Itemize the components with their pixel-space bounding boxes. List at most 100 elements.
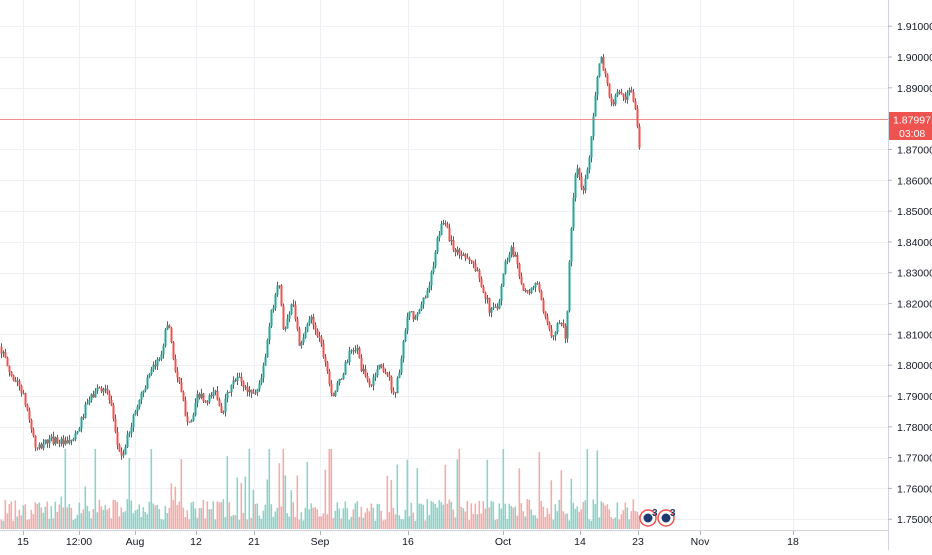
volume-bar (546, 508, 549, 529)
volume-bar (100, 506, 103, 529)
y-tick-label: 1.77000 (897, 453, 932, 465)
volume-bar (266, 479, 269, 529)
candle-body (400, 358, 403, 373)
volume-bar (400, 519, 403, 529)
volume-bar (10, 501, 13, 529)
candle-body (520, 276, 523, 284)
candle-body (260, 377, 263, 384)
y-tick-label: 1.86000 (897, 175, 932, 187)
candle-body (160, 354, 163, 360)
volume-bar (530, 509, 533, 529)
volume-bar (210, 508, 213, 529)
candle-body (298, 329, 301, 346)
candle-body (294, 305, 297, 320)
candle-body (522, 283, 525, 291)
volume-bar (162, 519, 165, 529)
candle-body (372, 377, 375, 386)
candle-body (612, 101, 615, 105)
candle-body (288, 314, 291, 319)
candle-body (448, 228, 451, 242)
candle-body (476, 270, 479, 272)
candle-body (204, 400, 207, 402)
candle-body (456, 249, 459, 253)
candle-body (580, 177, 583, 188)
volume-bar (132, 513, 135, 529)
volume-bar (630, 511, 633, 529)
volume-bar (562, 511, 565, 529)
candle-body (524, 290, 527, 292)
candle-body (234, 380, 237, 382)
y-tick-label: 1.82000 (897, 299, 932, 311)
volume-bar (358, 516, 361, 529)
event-marker[interactable]: 3 (639, 508, 658, 527)
candle-body (498, 300, 501, 309)
volume-bar (228, 502, 231, 529)
volume-bar (368, 511, 371, 529)
volume-bar (466, 500, 469, 529)
candle-body (542, 300, 545, 312)
volume-bar (308, 509, 311, 529)
volume-bar (166, 513, 169, 529)
candle-body (152, 364, 155, 370)
event-marker[interactable]: 3 (657, 508, 676, 527)
volume-bar (460, 506, 463, 529)
volume-bar (260, 518, 263, 529)
candle-body (180, 382, 183, 393)
candle-body (48, 438, 51, 444)
candle-body (136, 406, 139, 412)
candle-body (84, 404, 87, 418)
volume-bar (638, 515, 641, 529)
volume-bar (160, 518, 163, 529)
volume-bar (288, 516, 291, 529)
candle-body (538, 284, 541, 292)
volume-bar (412, 512, 415, 529)
candle-body (120, 451, 123, 456)
volume-bar (528, 499, 531, 529)
volume-bar (84, 486, 87, 529)
volume-bar (438, 499, 441, 529)
volume-bar (158, 508, 161, 529)
candle-body (212, 392, 215, 397)
volume-bar (440, 502, 443, 529)
candle-body (526, 290, 529, 293)
volume-bar (154, 505, 157, 529)
candle-body (272, 307, 275, 310)
volume-bar (176, 505, 179, 529)
candle-body (390, 376, 393, 391)
candle-body (604, 70, 607, 75)
volume-bar (336, 502, 339, 529)
candle-body (90, 394, 93, 400)
volume-bar (476, 514, 479, 529)
volume-bar (146, 514, 149, 529)
volume-bar (30, 509, 33, 529)
candle-body (588, 157, 591, 170)
volume-bar (500, 508, 503, 529)
candle-body (60, 438, 63, 444)
candle-body (184, 400, 187, 417)
candle-body (560, 323, 563, 325)
candle-body (66, 440, 69, 444)
candle-body (438, 234, 441, 238)
volume-bar (116, 501, 119, 529)
candle-body (290, 304, 293, 315)
volume-bar (574, 508, 577, 529)
volume-bar (118, 516, 121, 529)
volume-bar (494, 520, 497, 529)
volume-bar (190, 502, 193, 529)
candle-body (436, 237, 439, 253)
candle-body (536, 283, 539, 285)
candle-body (254, 392, 257, 394)
candle-body (632, 92, 635, 102)
volume-bar (542, 506, 545, 529)
volume-bar (506, 519, 509, 529)
volume-bar (278, 463, 281, 529)
candle-body (362, 368, 365, 372)
candle-body (158, 359, 161, 361)
volume-bar (320, 516, 323, 529)
volume-bar (376, 503, 379, 529)
volume-bar (502, 449, 505, 529)
volume-bar (478, 500, 481, 529)
candle-body (150, 369, 153, 374)
volume-bar (184, 517, 187, 529)
